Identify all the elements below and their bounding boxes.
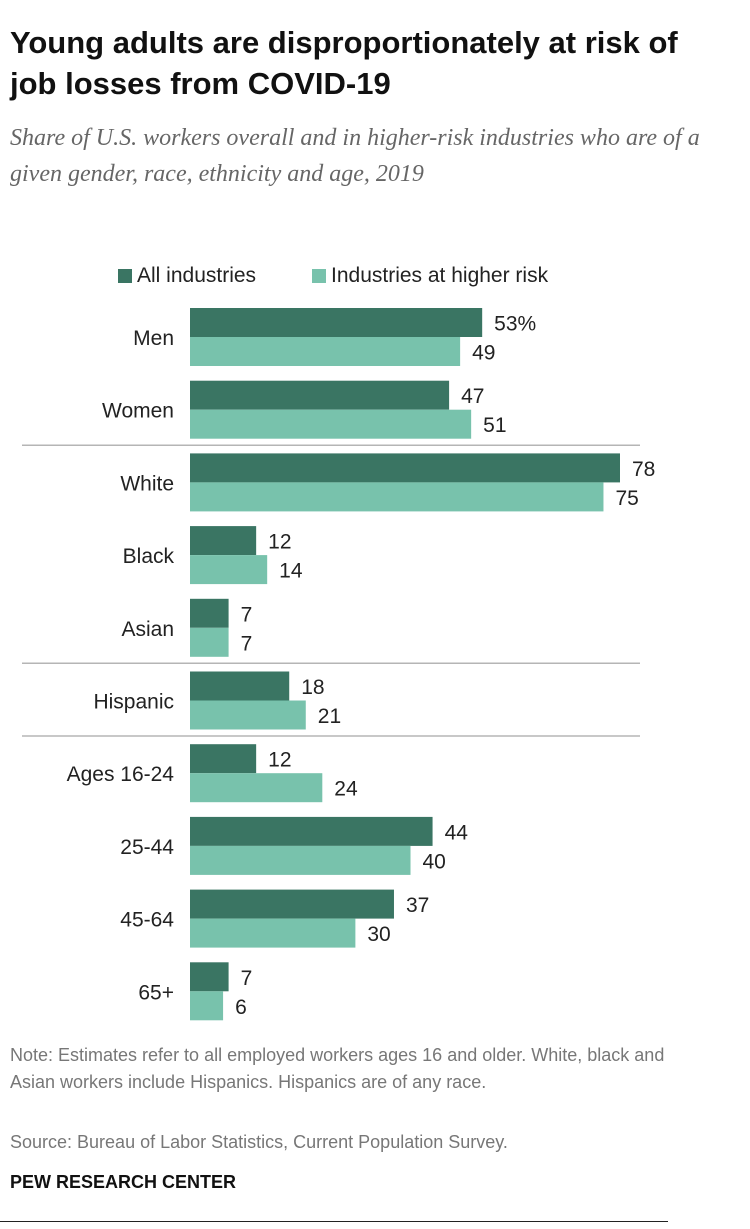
chart-subtitle: Share of U.S. workers overall and in hig… <box>10 125 700 187</box>
bar <box>190 409 472 439</box>
category-label: Black <box>123 545 175 568</box>
category-label: Women <box>102 400 174 423</box>
data-label: 53% <box>494 313 536 336</box>
data-label: 12 <box>268 749 291 772</box>
category-label: Hispanic <box>93 691 174 714</box>
category-label: Men <box>133 327 174 350</box>
bar <box>190 526 257 556</box>
legend-label: Industries at higher risk <box>331 264 549 287</box>
bar <box>190 962 229 992</box>
legend-label: All industries <box>137 264 256 287</box>
legend-swatch <box>312 269 326 283</box>
bar <box>190 671 290 701</box>
chart-source: Source: Bureau of Labor Statistics, Curr… <box>10 1132 508 1152</box>
bar <box>190 380 450 410</box>
bar-chart: All industries Industries at higher risk M… <box>22 264 655 1021</box>
bar <box>190 744 257 774</box>
data-label: 44 <box>445 821 469 844</box>
bottom-divider <box>0 1221 668 1222</box>
category-label: 65+ <box>138 981 174 1004</box>
data-label: 49 <box>472 342 495 365</box>
bar <box>190 308 483 337</box>
data-label: 40 <box>423 850 446 873</box>
bar <box>190 816 433 846</box>
data-label: 75 <box>615 487 638 510</box>
data-label: 47 <box>461 385 484 408</box>
bar <box>190 918 356 948</box>
brand-logo-text: PEW RESEARCH CENTER <box>10 1172 237 1192</box>
bar <box>190 598 229 628</box>
bar <box>190 453 620 483</box>
bar <box>190 773 323 803</box>
data-label: 78 <box>632 458 655 481</box>
bar <box>190 555 268 585</box>
data-label: 18 <box>301 676 324 699</box>
bar <box>190 889 394 919</box>
category-label: Ages 16-24 <box>67 763 175 786</box>
data-label: 7 <box>241 603 253 626</box>
category-label: White <box>120 472 174 495</box>
data-label: 7 <box>241 967 253 990</box>
data-label: 6 <box>235 996 247 1019</box>
bar <box>190 845 411 875</box>
category-label: 25-44 <box>120 836 174 859</box>
data-label: 37 <box>406 894 429 917</box>
data-label: 51 <box>483 414 506 437</box>
bar <box>190 482 604 512</box>
bar <box>190 991 224 1021</box>
category-label: 45-64 <box>120 909 174 932</box>
data-label: 21 <box>318 705 341 728</box>
data-label: 14 <box>279 560 303 583</box>
data-label: 12 <box>268 531 291 554</box>
chart-title: Young adults are disproportionately at r… <box>10 25 678 101</box>
bar <box>190 627 229 657</box>
data-label: 24 <box>334 778 358 801</box>
legend-swatch <box>118 269 132 283</box>
bar <box>190 700 306 730</box>
bar <box>190 337 461 366</box>
category-label: Asian <box>121 618 174 641</box>
data-label: 7 <box>241 632 253 655</box>
data-label: 30 <box>367 923 390 946</box>
chart-note: Note: Estimates refer to all employed wo… <box>10 1045 665 1092</box>
